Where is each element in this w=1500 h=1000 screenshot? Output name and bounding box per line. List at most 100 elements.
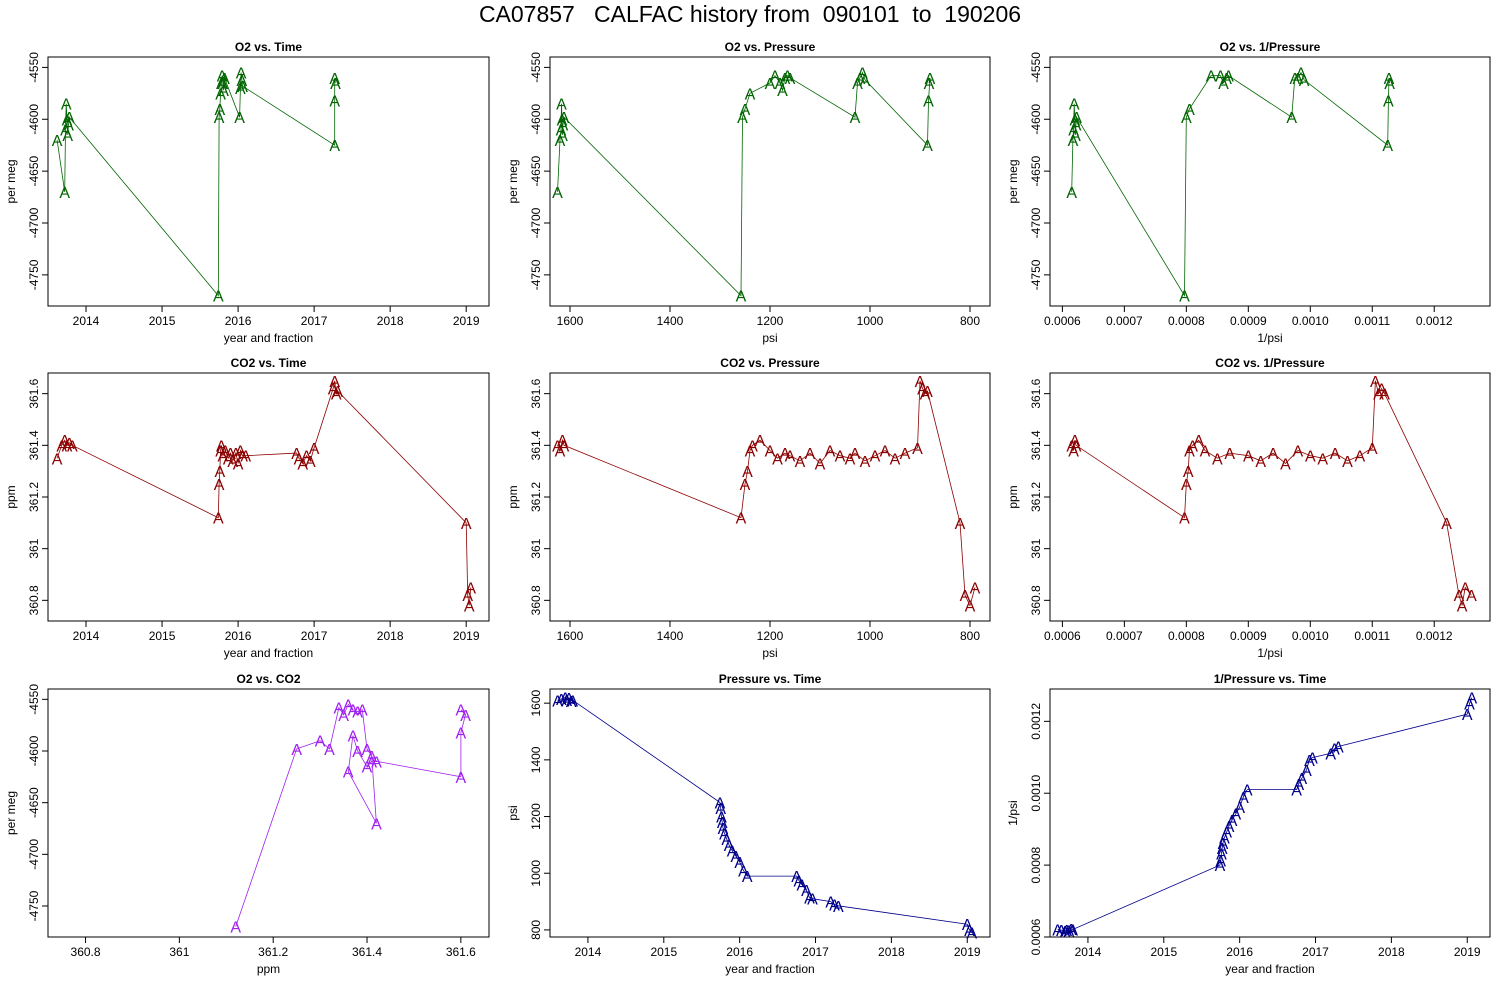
data-point: A — [717, 815, 728, 832]
y-axis-label: per meg — [1006, 159, 1020, 203]
data-point: A — [1293, 777, 1304, 794]
data-point: A — [795, 454, 806, 471]
y-axis-label: psi — [506, 805, 520, 820]
data-point: A — [456, 725, 467, 742]
x-tick-label: 1200 — [757, 629, 784, 643]
plot-frame — [1049, 56, 1491, 307]
y-tick-label: 361 — [529, 538, 543, 558]
x-tick-label: 2016 — [225, 314, 252, 328]
data-point: A — [462, 588, 473, 605]
data-point: A — [745, 444, 756, 461]
x-tick-label: 2018 — [878, 945, 905, 959]
data-point: A — [807, 892, 818, 909]
data-point: A — [724, 838, 735, 855]
data-point: A — [1179, 511, 1190, 528]
data-point: A — [216, 76, 227, 93]
data-point: A — [1355, 449, 1366, 466]
data-point: A — [213, 511, 224, 528]
x-tick-label: 1000 — [857, 314, 884, 328]
data-point: A — [64, 110, 75, 127]
series-line — [235, 703, 466, 927]
data-point: A — [1301, 763, 1312, 780]
data-point: A — [456, 703, 467, 720]
data-point: A — [329, 374, 340, 391]
data-point: A — [1382, 138, 1393, 155]
data-point: A — [556, 123, 567, 140]
data-point: A — [60, 123, 71, 140]
data-point: A — [1299, 73, 1310, 90]
data-point: A — [233, 456, 244, 473]
x-tick-label: 0.0007 — [1106, 629, 1143, 643]
y-tick-label: -4750 — [27, 890, 41, 921]
data-point: A — [236, 66, 247, 83]
y-tick-label: 361.4 — [27, 430, 41, 460]
data-point: A — [801, 883, 812, 900]
data-point: A — [1289, 71, 1300, 88]
data-point: A — [1305, 449, 1316, 466]
data-point: A — [332, 384, 343, 401]
data-point: A — [329, 94, 340, 111]
data-point: A — [1184, 102, 1195, 119]
x-tick-label: 0.0012 — [1416, 629, 1453, 643]
plot-frame — [549, 372, 991, 622]
y-tick-label: -4650 — [27, 155, 41, 186]
data-point: A — [1268, 446, 1279, 463]
data-point: A — [1367, 441, 1378, 458]
plot-frame — [549, 688, 991, 938]
y-tick-label: -4700 — [529, 207, 543, 238]
x-tick-label: 2018 — [377, 629, 404, 643]
data-point: A — [721, 832, 732, 849]
data-point: A — [1227, 813, 1238, 830]
data-point: A — [566, 694, 577, 711]
data-point: A — [56, 438, 67, 455]
x-axis-label: year and fraction — [224, 646, 313, 660]
y-tick-label: 1000 — [529, 860, 543, 887]
chart-panel-7: O2 vs. CO2 ppm per meg 360.8 361 361.2 361.4 36… — [4, 672, 490, 976]
chart-panel-9: 1/Pressure vs. Time year and fraction 1/ps… — [1006, 672, 1491, 976]
y-tick-label: -4600 — [529, 104, 543, 135]
data-point: A — [966, 926, 977, 943]
data-point: A — [61, 97, 72, 114]
data-point: A — [857, 66, 868, 83]
data-point: A — [552, 185, 563, 202]
y-tick-label: -4750 — [1029, 259, 1043, 290]
data-point: A — [67, 438, 78, 455]
data-point: A — [217, 69, 228, 86]
page-title: CA07857 CALFAC history from 090101 to 19… — [478, 1, 1022, 27]
data-point: A — [1066, 922, 1077, 939]
data-point: A — [556, 692, 567, 709]
plot-frame — [47, 372, 490, 622]
x-tick-label: 0.0008 — [1168, 629, 1205, 643]
data-point: A — [219, 71, 230, 88]
data-point: A — [464, 599, 475, 616]
data-point: A — [1297, 771, 1308, 788]
data-point: A — [1223, 69, 1234, 86]
x-tick-label: 0.0008 — [1168, 314, 1205, 328]
y-tick-label: 800 — [529, 920, 543, 940]
x-tick-label: 2014 — [73, 629, 100, 643]
series-line — [1071, 71, 1390, 298]
data-point: A — [456, 770, 467, 787]
data-point: A — [1293, 71, 1304, 88]
data-point: A — [1242, 783, 1253, 800]
x-tick-label: 2016 — [1226, 945, 1253, 959]
x-tick-label: 2017 — [1302, 945, 1329, 959]
x-tick-label: 2014 — [73, 314, 100, 328]
data-point: A — [1069, 112, 1080, 129]
data-point: A — [64, 436, 75, 453]
data-point: A — [1454, 588, 1465, 605]
data-point: A — [734, 855, 745, 872]
x-tick-label: 0.0011 — [1354, 314, 1390, 328]
data-point: A — [718, 821, 729, 838]
data-point: A — [1060, 924, 1071, 941]
data-point: A — [923, 94, 934, 111]
y-tick-label: -4650 — [529, 155, 543, 186]
data-point: A — [960, 588, 971, 605]
data-point: A — [1216, 846, 1227, 863]
data-point: A — [1069, 433, 1080, 450]
data-point: A — [797, 878, 808, 895]
y-axis-label: ppm — [1006, 485, 1020, 508]
y-tick-label: 1400 — [529, 746, 543, 773]
data-point: A — [1184, 444, 1195, 461]
data-point: A — [1330, 446, 1341, 463]
